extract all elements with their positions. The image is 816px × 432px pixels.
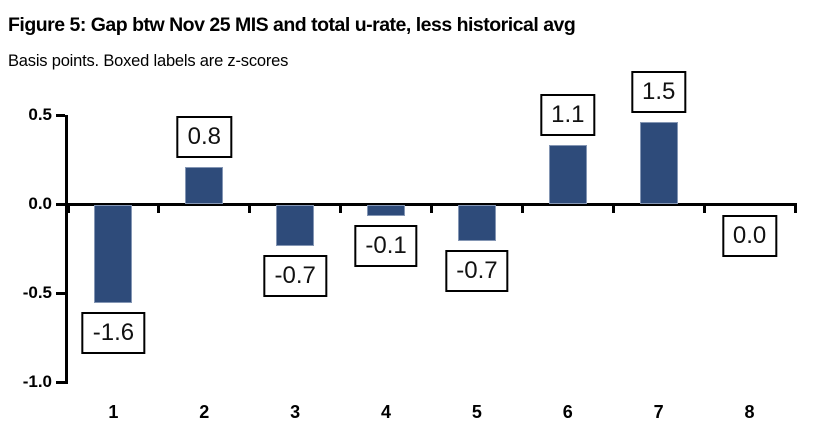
bar — [367, 205, 406, 216]
x-axis-tick — [66, 202, 70, 213]
x-axis-tick — [520, 202, 524, 213]
x-category-label: 6 — [562, 402, 573, 422]
y-tick-label: 0.5 — [28, 105, 52, 124]
bar — [185, 166, 224, 204]
x-axis-tick — [793, 202, 797, 213]
x-axis-tick — [157, 202, 161, 213]
bar — [276, 205, 315, 246]
x-axis-tick — [339, 202, 343, 213]
z-score-box: 0.0 — [721, 215, 778, 257]
x-category-label: 1 — [108, 402, 119, 422]
x-category-label: 5 — [471, 402, 482, 422]
x-axis-tick — [611, 202, 615, 213]
z-score-box: -0.7 — [445, 249, 509, 292]
z-score-box: -0.1 — [354, 224, 418, 267]
y-tick-label: 0.0 — [28, 194, 52, 213]
y-axis-tick — [56, 202, 65, 206]
bar — [548, 145, 587, 204]
x-category-label: 2 — [199, 402, 210, 422]
bar — [639, 122, 678, 204]
z-score-box: 1.1 — [540, 94, 596, 137]
chart-title: Figure 5: Gap btw Nov 25 MIS and total u… — [8, 14, 576, 36]
y-axis-tick — [56, 291, 65, 295]
z-score-box: 1.5 — [631, 71, 687, 114]
z-score-box: -0.7 — [263, 254, 327, 297]
y-axis-line — [65, 115, 68, 384]
y-tick-label: -1.0 — [22, 372, 52, 391]
x-category-label: 7 — [653, 402, 664, 422]
bar — [94, 205, 133, 303]
x-axis-tick — [248, 202, 252, 213]
chart-subtitle: Basis points. Boxed labels are z-scores — [8, 52, 289, 70]
y-axis-tick — [56, 113, 65, 117]
y-tick-label: -0.5 — [22, 283, 52, 302]
z-score-box: -1.6 — [81, 311, 146, 354]
z-score-box: 0.8 — [176, 115, 232, 158]
x-category-label: 3 — [290, 402, 301, 422]
x-category-label: 4 — [381, 402, 392, 422]
x-axis-tick — [702, 202, 706, 213]
y-axis-tick — [56, 380, 65, 384]
x-category-label: 8 — [744, 402, 755, 422]
x-axis-tick — [430, 202, 433, 213]
bar — [457, 205, 496, 241]
